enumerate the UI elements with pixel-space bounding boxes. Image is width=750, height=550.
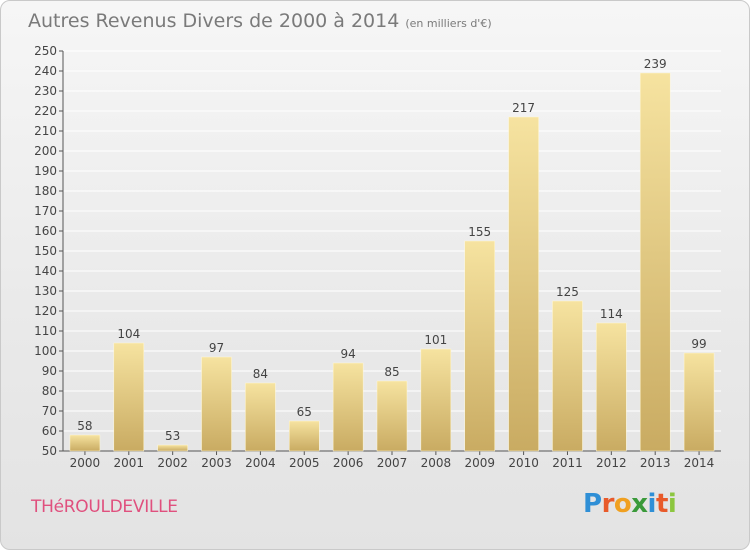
data-label: 84 [253,367,268,381]
x-tick-label: 2002 [157,456,188,470]
data-label: 239 [644,57,667,71]
y-tick-label: 200 [34,144,57,158]
data-label: 94 [340,347,355,361]
y-tick-label: 90 [42,364,57,378]
y-tick-label: 130 [34,284,57,298]
x-tick-label: 2007 [377,456,408,470]
y-tick-label: 50 [42,444,57,458]
y-tick-label: 180 [34,184,57,198]
y-tick-label: 150 [34,244,57,258]
y-tick-label: 190 [34,164,57,178]
logo-letter: o [613,489,632,519]
chart-subtitle: (en milliers d'€) [405,17,492,30]
x-tick-label: 2014 [684,456,715,470]
data-label: 65 [297,405,312,419]
data-label: 97 [209,341,224,355]
data-label: 155 [468,225,491,239]
x-tick-label: 2003 [201,456,232,470]
y-tick-label: 170 [34,204,57,218]
y-tick-label: 160 [34,224,57,238]
y-tick-label: 220 [34,104,57,118]
city-name: THéROULDEVILLE [31,497,178,517]
logo-letter: x [631,489,648,519]
bar [332,362,364,452]
data-label: 217 [512,101,535,115]
y-tick-label: 100 [34,344,57,358]
x-tick-label: 2011 [552,456,583,470]
bar [376,380,408,452]
data-label: 104 [117,327,140,341]
bar [245,382,276,452]
y-tick-label: 80 [42,384,57,398]
bar [639,72,671,452]
y-tick-label: 240 [34,64,57,78]
bar [464,240,495,452]
logo-letter: i [667,489,677,519]
proxiti-logo[interactable]: Proxiti [583,489,677,519]
bar [552,300,583,452]
x-tick-label: 2004 [245,456,276,470]
logo-letter: t [655,489,668,519]
bar [683,352,715,452]
data-label: 85 [384,365,399,379]
x-tick-label: 2013 [640,456,671,470]
bar [157,444,188,452]
bars [69,72,715,452]
data-label: 99 [691,337,706,351]
bar [596,322,627,452]
data-label: 101 [424,333,447,347]
data-label: 114 [600,307,623,321]
bar [289,420,320,452]
labels: 50 60 70 80 90 100 110 120 130 140 150 160 170 180 190… [34,44,714,470]
y-tick-label: 70 [42,404,57,418]
x-tick-label: 2006 [333,456,364,470]
bar [508,116,539,452]
y-tick-label: 110 [34,324,57,338]
chart-title-text: Autres Revenus Divers de 2000 à 2014 [28,10,400,32]
chart-title: Autres Revenus Divers de 2000 à 2014 (en … [28,10,492,32]
y-tick-label: 210 [34,124,57,138]
x-tick-label: 2000 [70,456,101,470]
x-tick-label: 2010 [508,456,539,470]
x-tick-label: 2012 [596,456,627,470]
logo-letter: P [583,489,602,519]
bar [201,356,232,452]
y-tick-label: 140 [34,264,57,278]
data-label: 53 [165,429,180,443]
bar [420,348,452,452]
logo-letter: r [601,489,615,519]
y-tick-label: 60 [42,424,57,438]
x-tick-label: 2005 [289,456,320,470]
y-tick-label: 250 [34,44,57,58]
bar [113,342,145,452]
x-tick-label: 2009 [464,456,495,470]
logo-letter: i [647,489,657,519]
data-label: 58 [77,419,92,433]
bar [69,434,101,452]
y-tick-label: 230 [34,84,57,98]
x-tick-label: 2008 [421,456,452,470]
y-tick-label: 120 [34,304,57,318]
x-tick-label: 2001 [114,456,145,470]
data-label: 125 [556,285,579,299]
